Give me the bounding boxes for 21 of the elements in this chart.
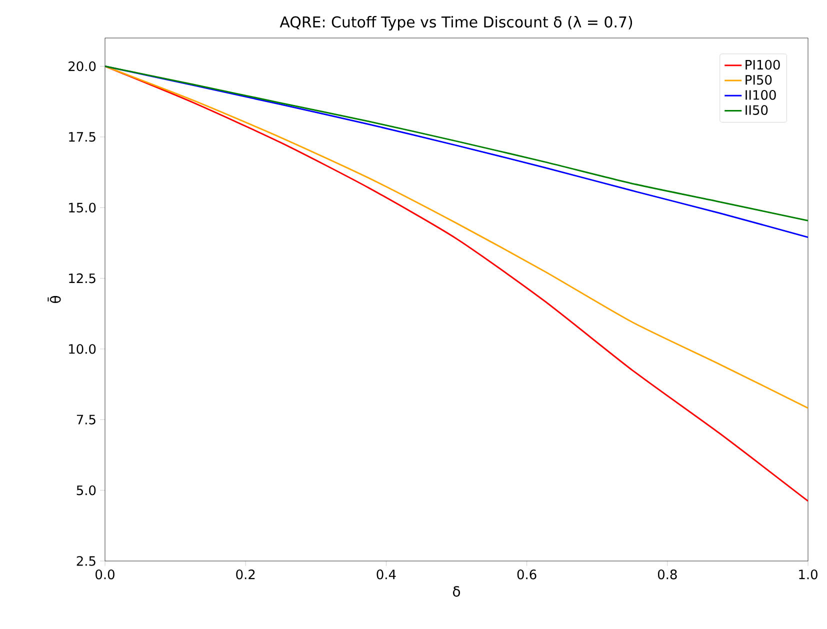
y-tick-label: 17.5 xyxy=(69,132,96,142)
x-tick-label: 0.8 xyxy=(658,570,677,580)
y-tick-label: 5.0 xyxy=(76,485,96,496)
y-tick-label: 20.0 xyxy=(68,61,96,72)
y-tick-label: 15.0 xyxy=(69,202,96,213)
legend-label: PI100 xyxy=(746,60,780,70)
y-tick-label: 2.5 xyxy=(76,556,96,566)
y-tick-label: 12.5 xyxy=(69,273,96,284)
x-axis-title: δ xyxy=(453,586,460,597)
legend-label: II50 xyxy=(746,105,768,115)
y-tick-label: 7.5 xyxy=(76,414,96,424)
x-tick-label: 0.4 xyxy=(376,570,396,580)
x-tick-label: 0.6 xyxy=(517,570,536,580)
x-tick-label: 1.0 xyxy=(799,570,818,580)
y-tick-label: 10.0 xyxy=(69,344,96,354)
chart-title: AQRE: Cutoff Type vs Time Discount δ (λ = 0.7) xyxy=(280,16,632,30)
x-tick-label: 0.0 xyxy=(96,570,114,580)
legend-label: PI50 xyxy=(746,74,772,85)
y-axis-title: θ̄ xyxy=(48,296,61,303)
legend-label: II100 xyxy=(746,90,776,100)
x-tick-label: 0.2 xyxy=(236,570,255,580)
